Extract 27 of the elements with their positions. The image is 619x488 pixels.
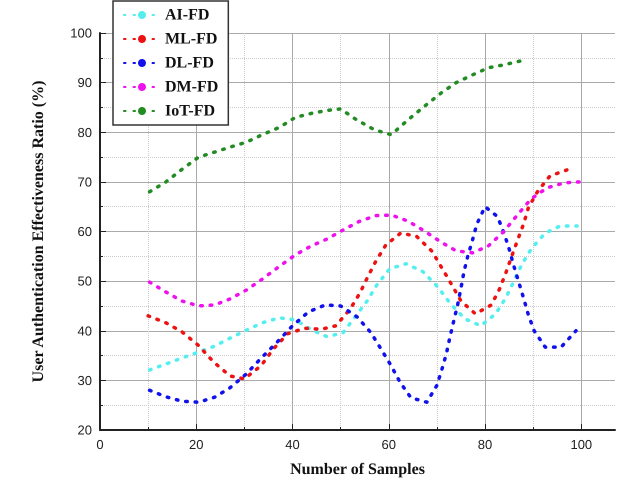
y-axis-title: User Authentication Effectiveness Ratio (%): [30, 80, 47, 382]
x-tick-label: 20: [189, 437, 204, 452]
x-tick-label: 80: [478, 437, 492, 452]
x-tick-label: 60: [382, 437, 396, 452]
y-tick-label: 70: [78, 174, 92, 190]
legend-label: DL-FD: [165, 54, 214, 72]
line-series: [148, 224, 579, 372]
line-series: [148, 204, 578, 404]
y-tick-label: 50: [78, 274, 92, 289]
y-tick-label: 100: [70, 26, 92, 40]
y-tick-label: 40: [78, 323, 92, 338]
x-tick-label: 100: [570, 437, 592, 452]
legend-label: AI-FD: [165, 6, 210, 24]
line-series: [146, 168, 569, 381]
y-tick-label: 90: [78, 75, 92, 90]
x-tick-label: 40: [285, 437, 300, 452]
legend-label: DM-FD: [165, 78, 218, 96]
y-tick-label: 20: [78, 422, 92, 438]
y-tick-label: 80: [78, 124, 92, 140]
y-tick-label: 60: [78, 224, 92, 239]
legend-label: IoT-FD: [165, 102, 216, 120]
y-tick-label: 30: [78, 372, 92, 388]
line-series: [148, 180, 582, 308]
x-axis-title: Number of Samples: [290, 461, 425, 478]
legend-label: ML-FD: [165, 30, 218, 48]
line-series: [148, 59, 523, 194]
x-tick-label: 0: [96, 437, 104, 452]
